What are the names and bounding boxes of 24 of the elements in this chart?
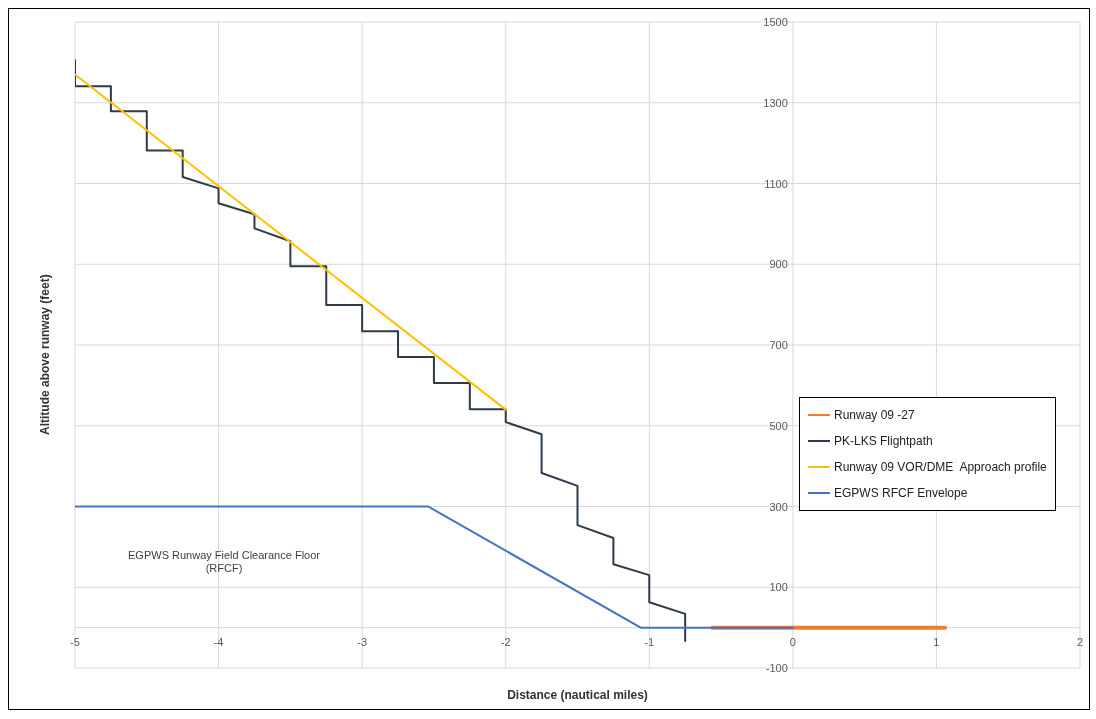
x-tick-label: -3: [357, 635, 368, 648]
x-tick-label: -5: [70, 635, 80, 648]
y-tick-label: 700: [769, 339, 788, 351]
x-tick-label: 0: [789, 635, 796, 648]
x-tick-label: 1: [933, 635, 940, 648]
legend-label: EGPWS RFCF Envelope: [834, 485, 968, 502]
y-tick-label: 900: [769, 258, 788, 271]
x-tick-label: -2: [500, 635, 511, 648]
legend-label: Runway 09 -27: [834, 407, 915, 424]
legend-label: PK-LKS Flightpath: [834, 433, 933, 450]
y-tick-label: 1500: [763, 16, 788, 28]
x-tick-label: -4: [213, 635, 224, 648]
y-tick-label: 100: [769, 581, 788, 594]
x-axis-title: Distance (nautical miles): [507, 688, 648, 702]
y-tick-label: 1100: [764, 177, 788, 190]
y-axis-title: Altitude above runway (feet): [38, 274, 53, 435]
y-tick-label: 300: [769, 500, 788, 513]
x-tick-label: 2: [1076, 635, 1084, 648]
x-tick-label: -1: [644, 635, 655, 648]
y-tick-label: 500: [769, 419, 788, 432]
legend-label: Runway 09 VOR/DME Approach profile: [834, 459, 1047, 476]
annotation: EGPWS Runway Field Clearance Floor (RFCF): [127, 549, 321, 575]
y-tick-label: 1300: [763, 96, 788, 109]
y-tick-label: -100: [765, 662, 788, 674]
